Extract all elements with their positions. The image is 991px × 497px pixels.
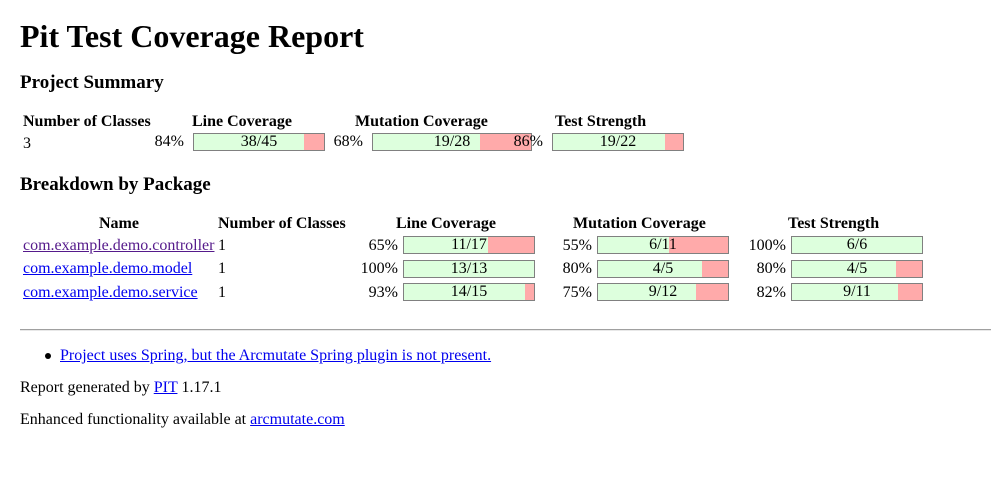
- package-mutation-bar: 6/11: [597, 236, 729, 254]
- breakdown-header-mutation-coverage: Mutation Coverage: [573, 215, 706, 232]
- summary-line-bar: 38/45: [193, 133, 325, 151]
- pit-version: 1.17.1: [181, 379, 222, 396]
- package-strength-bar-label: 4/5: [846, 260, 868, 277]
- package-mutation-bar: 9/12: [597, 283, 729, 301]
- summary-line-pct: 84%: [154, 133, 184, 150]
- package-link-service[interactable]: com.example.demo.service: [23, 284, 198, 301]
- package-line-bar-label: 14/15: [450, 283, 488, 300]
- summary-mutation-bar-label: 19/28: [433, 133, 471, 150]
- package-line-bar-label: 13/13: [450, 260, 488, 277]
- summary-strength-bar-fill: [553, 134, 666, 150]
- page-title: Pit Test Coverage Report: [20, 18, 364, 54]
- arcmutate-link[interactable]: arcmutate.com: [250, 411, 345, 428]
- package-strength-pct: 82%: [756, 284, 786, 301]
- package-mutation-bar-label: 6/11: [649, 236, 677, 253]
- project-summary-heading: Project Summary: [20, 72, 164, 93]
- summary-line-bar-fill: [194, 134, 304, 150]
- breakdown-header-test-strength: Test Strength: [788, 215, 880, 232]
- package-strength-bar: 6/6: [791, 236, 923, 254]
- package-strength-bar-fill: [792, 261, 896, 277]
- package-classes: 1: [218, 260, 226, 277]
- package-mutation-pct: 80%: [562, 260, 592, 277]
- package-line-pct: 100%: [360, 260, 398, 277]
- package-line-bar-fill: [404, 261, 534, 277]
- breakdown-header-classes: Number of Classes: [218, 215, 346, 232]
- package-line-bar: 11/17: [403, 236, 535, 254]
- enhanced-prefix: Enhanced functionality available at: [20, 411, 247, 428]
- package-strength-bar: 4/5: [791, 260, 923, 278]
- package-strength-pct: 100%: [748, 237, 786, 254]
- header-number-of-classes: Number of Classes: [23, 113, 151, 130]
- header-line-coverage: Line Coverage: [192, 113, 292, 130]
- package-line-bar-label: 11/17: [451, 236, 487, 253]
- package-mutation-bar-label: 9/12: [648, 283, 678, 300]
- package-classes: 1: [218, 284, 226, 301]
- summary-classes-value: 3: [23, 135, 31, 152]
- bullet-icon: [45, 353, 51, 359]
- package-mutation-bar-label: 4/5: [652, 260, 674, 277]
- package-line-bar: 14/15: [403, 283, 535, 301]
- package-line-bar: 13/13: [403, 260, 535, 278]
- package-mutation-pct: 55%: [562, 237, 592, 254]
- package-mutation-bar: 4/5: [597, 260, 729, 278]
- package-link-model[interactable]: com.example.demo.model: [23, 260, 193, 277]
- package-strength-bar-label: 9/11: [843, 283, 871, 300]
- package-mutation-bar-fill: [598, 237, 669, 253]
- enhanced-functionality-line: Enhanced functionality available at arcm…: [20, 411, 345, 429]
- summary-strength-bar: 19/22: [552, 133, 684, 151]
- summary-line-bar-label: 38/45: [240, 133, 278, 150]
- package-line-pct: 65%: [368, 237, 398, 254]
- package-strength-pct: 80%: [756, 260, 786, 277]
- package-strength-bar-fill: [792, 284, 899, 300]
- package-line-bar-fill: [404, 237, 489, 253]
- package-line-bar-fill: [404, 284, 526, 300]
- breakdown-heading: Breakdown by Package: [20, 174, 211, 195]
- generated-prefix: Report generated by: [20, 379, 150, 396]
- package-strength-bar: 9/11: [791, 283, 923, 301]
- breakdown-header-line-coverage: Line Coverage: [396, 215, 496, 232]
- pit-link[interactable]: PIT: [153, 379, 178, 396]
- package-strength-bar-label: 6/6: [846, 236, 868, 253]
- horizontal-rule: [20, 329, 991, 331]
- package-classes: 1: [218, 237, 226, 254]
- spring-plugin-notice-link[interactable]: Project uses Spring, but the Arcmutate S…: [60, 347, 492, 364]
- header-test-strength: Test Strength: [555, 113, 647, 130]
- summary-mutation-pct: 68%: [333, 133, 363, 150]
- summary-strength-bar-label: 19/22: [599, 133, 637, 150]
- breakdown-header-name: Name: [99, 215, 139, 232]
- package-link-controller[interactable]: com.example.demo.controller: [23, 237, 215, 254]
- summary-mutation-bar: 19/28: [372, 133, 532, 151]
- package-strength-bar-fill: [792, 237, 922, 253]
- package-mutation-pct: 75%: [562, 284, 592, 301]
- report-generated-line: Report generated by PIT 1.17.1: [20, 379, 221, 397]
- package-mutation-bar-fill: [598, 284, 696, 300]
- summary-mutation-bar-fill: [373, 134, 481, 150]
- package-mutation-bar-fill: [598, 261, 702, 277]
- summary-strength-pct: 86%: [513, 133, 543, 150]
- package-line-pct: 93%: [368, 284, 398, 301]
- header-mutation-coverage: Mutation Coverage: [355, 113, 488, 130]
